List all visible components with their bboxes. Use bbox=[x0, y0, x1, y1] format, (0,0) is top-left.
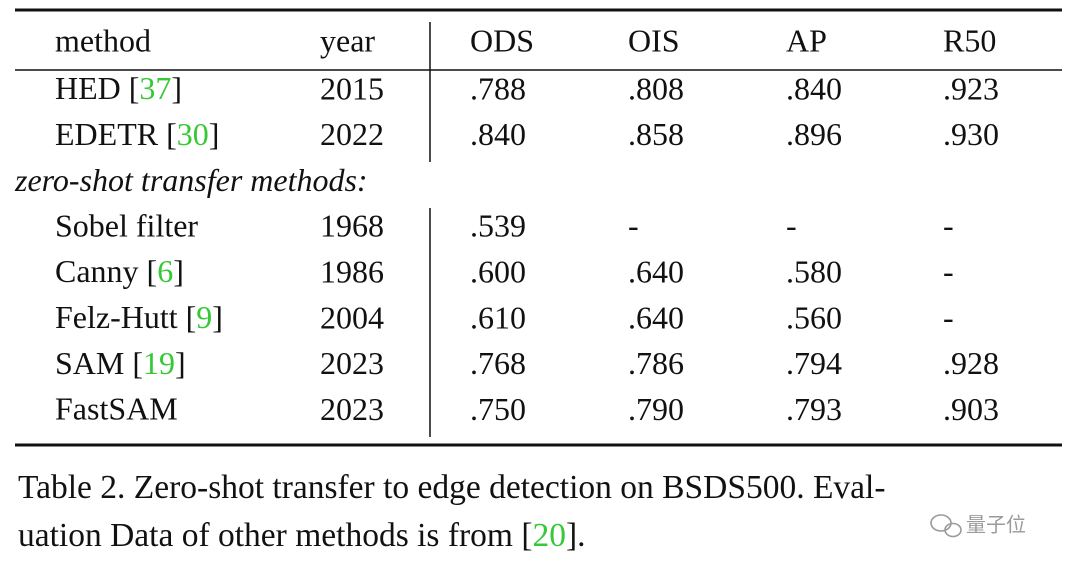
text-part: SAM [ bbox=[55, 345, 143, 381]
table-cell: .560 bbox=[786, 299, 842, 335]
table-cell: .640 bbox=[628, 254, 684, 290]
table-cell: .640 bbox=[628, 299, 684, 335]
text-part: FastSAM bbox=[55, 391, 178, 427]
table-cell: .610 bbox=[470, 299, 526, 335]
table-cell: .794 bbox=[786, 345, 842, 381]
column-header: method bbox=[55, 22, 151, 58]
table-cell: - bbox=[943, 254, 954, 290]
table-cell: .786 bbox=[628, 345, 684, 381]
text-part: uation Data of other methods is from [ bbox=[18, 517, 532, 554]
column-header: AP bbox=[786, 22, 827, 58]
text-part: ] bbox=[212, 299, 223, 335]
group-label: zero-shot transfer methods: bbox=[14, 162, 368, 198]
table-cell: .539 bbox=[470, 208, 526, 244]
method-name: Felz-Hutt [9] bbox=[55, 299, 223, 335]
table-cell: .858 bbox=[628, 116, 684, 152]
table-cell: .790 bbox=[628, 391, 684, 427]
table-cell: - bbox=[628, 208, 639, 244]
method-name: EDETR [30] bbox=[55, 116, 219, 152]
text-part: ] bbox=[209, 116, 220, 152]
column-header: OIS bbox=[628, 22, 680, 58]
citation: 6 bbox=[157, 254, 173, 290]
caption-line: uation Data of other methods is from [20… bbox=[18, 517, 586, 554]
table-cell: .750 bbox=[470, 391, 526, 427]
citation: 20 bbox=[532, 517, 566, 554]
table-cell: .840 bbox=[786, 70, 842, 106]
watermark-icon bbox=[930, 514, 962, 538]
text-part: Table 2. Zero-shot transfer to edge dete… bbox=[18, 469, 886, 506]
column-header: year bbox=[320, 22, 375, 58]
citation: 9 bbox=[196, 299, 212, 335]
text-part: Sobel filter bbox=[55, 208, 198, 244]
table-cell: .600 bbox=[470, 254, 526, 290]
method-name: Canny [6] bbox=[55, 254, 184, 290]
table-cell: .788 bbox=[470, 70, 526, 106]
text-part: ]. bbox=[566, 517, 586, 554]
caption-line: Table 2. Zero-shot transfer to edge dete… bbox=[18, 469, 886, 506]
table-cell: 1986 bbox=[320, 254, 384, 290]
table-cell: .928 bbox=[943, 345, 999, 381]
table-cell: .903 bbox=[943, 391, 999, 427]
citation: 37 bbox=[139, 70, 171, 106]
table-cell: .768 bbox=[470, 345, 526, 381]
table-cell: .808 bbox=[628, 70, 684, 106]
method-name: FastSAM bbox=[55, 391, 178, 427]
table-cell: - bbox=[943, 299, 954, 335]
text-part: Felz-Hutt [ bbox=[55, 299, 196, 335]
citation: 30 bbox=[177, 116, 209, 152]
column-header: ODS bbox=[470, 22, 534, 58]
table-cell: - bbox=[943, 208, 954, 244]
table-cell: - bbox=[786, 208, 797, 244]
text-part: ] bbox=[171, 70, 182, 106]
citation: 19 bbox=[143, 345, 175, 381]
text-part: HED [ bbox=[55, 70, 139, 106]
table-cell: 2004 bbox=[320, 299, 384, 335]
text-part: ] bbox=[175, 345, 186, 381]
table-cell: .930 bbox=[943, 116, 999, 152]
table-cell: .923 bbox=[943, 70, 999, 106]
table-cell: .580 bbox=[786, 254, 842, 290]
method-name: HED [37] bbox=[55, 70, 182, 106]
table-cell: .840 bbox=[470, 116, 526, 152]
table-cell: 2023 bbox=[320, 391, 384, 427]
table-cell: 2015 bbox=[320, 70, 384, 106]
column-header: R50 bbox=[943, 22, 996, 58]
method-name: SAM [19] bbox=[55, 345, 186, 381]
table-cell: .896 bbox=[786, 116, 842, 152]
table-cell: 2022 bbox=[320, 116, 384, 152]
text-part: Canny [ bbox=[55, 254, 157, 290]
table-cell: .793 bbox=[786, 391, 842, 427]
table-cell: 2023 bbox=[320, 345, 384, 381]
table-cell: 1968 bbox=[320, 208, 384, 244]
text-part: EDETR [ bbox=[55, 116, 177, 152]
watermark: 量子位 bbox=[966, 513, 1026, 537]
text-part: ] bbox=[173, 254, 184, 290]
method-name: Sobel filter bbox=[55, 208, 198, 244]
